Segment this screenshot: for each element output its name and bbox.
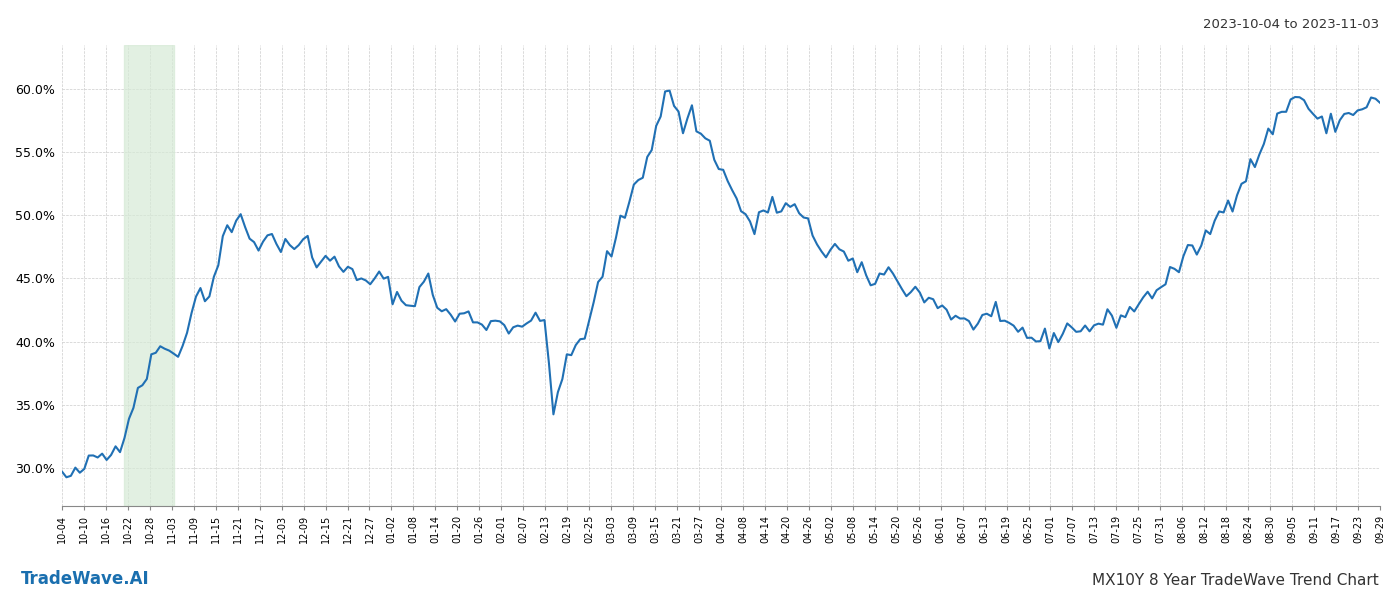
Text: TradeWave.AI: TradeWave.AI [21,570,150,588]
Bar [125,45,174,506]
Text: MX10Y 8 Year TradeWave Trend Chart: MX10Y 8 Year TradeWave Trend Chart [1092,573,1379,588]
Text: 2023-10-04 to 2023-11-03: 2023-10-04 to 2023-11-03 [1203,18,1379,31]
